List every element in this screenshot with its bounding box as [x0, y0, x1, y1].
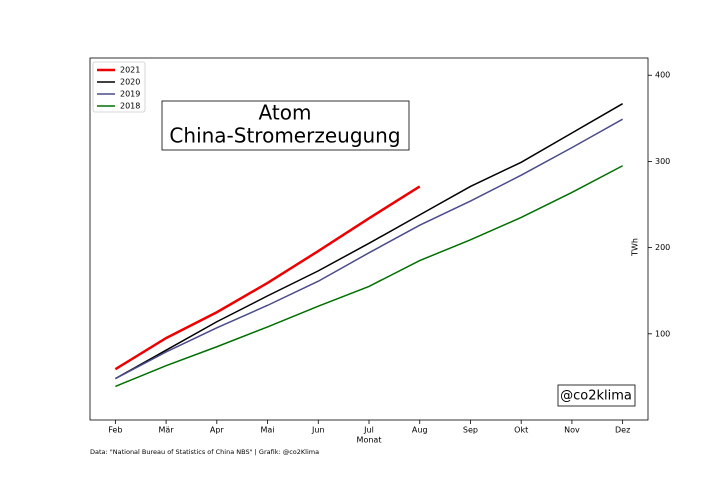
- x-tick-label: Jul: [363, 426, 374, 435]
- title-box: [161, 100, 410, 151]
- legend-label: 2021: [120, 66, 140, 75]
- x-tick-label: Apr: [210, 426, 225, 435]
- annotation: @co2klima: [560, 389, 632, 404]
- y-tick-label: 100: [655, 329, 670, 338]
- x-tick-label: Feb: [108, 426, 122, 435]
- legend-label: 2018: [120, 102, 140, 111]
- y-tick-label: 200: [655, 243, 670, 252]
- line-series: [114, 185, 421, 371]
- legend-label: 2020: [120, 78, 140, 87]
- x-tick-label: Sep: [463, 426, 478, 435]
- legend-label: 2019: [120, 90, 140, 99]
- chart-subtitle: China-Stromerzeugung: [169, 124, 400, 148]
- annotation-box: [557, 384, 636, 407]
- x-tick-label: Dez: [615, 426, 630, 435]
- line-series: [115, 165, 623, 388]
- x-tick-label: Mär: [159, 426, 175, 435]
- x-tick-label: Nov: [564, 426, 580, 435]
- x-tick-label: Okt: [514, 426, 528, 435]
- y-axis-label: TWh: [631, 238, 640, 257]
- chart-title: Atom: [259, 101, 312, 125]
- y-tick-label: 300: [655, 157, 670, 166]
- x-tick-label: Mai: [261, 426, 275, 435]
- legend-box: [92, 61, 146, 113]
- source: Data: "National Bureau of Statistics of …: [90, 448, 319, 456]
- line-series: [114, 103, 624, 380]
- line-series: [115, 118, 624, 380]
- y-tick-label: 400: [655, 71, 670, 80]
- x-tick-label: Jun: [311, 426, 325, 435]
- x-tick-label: Aug: [412, 426, 428, 435]
- x-axis-label: Monat: [357, 436, 382, 445]
